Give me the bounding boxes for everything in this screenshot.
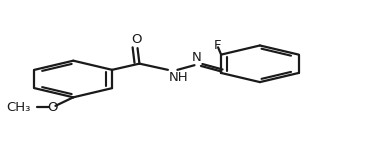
Text: F: F (213, 39, 221, 52)
Text: N: N (192, 51, 201, 64)
Text: O: O (132, 33, 142, 46)
Text: NH: NH (169, 71, 189, 84)
Text: CH₃: CH₃ (6, 101, 31, 114)
Text: O: O (47, 101, 58, 114)
